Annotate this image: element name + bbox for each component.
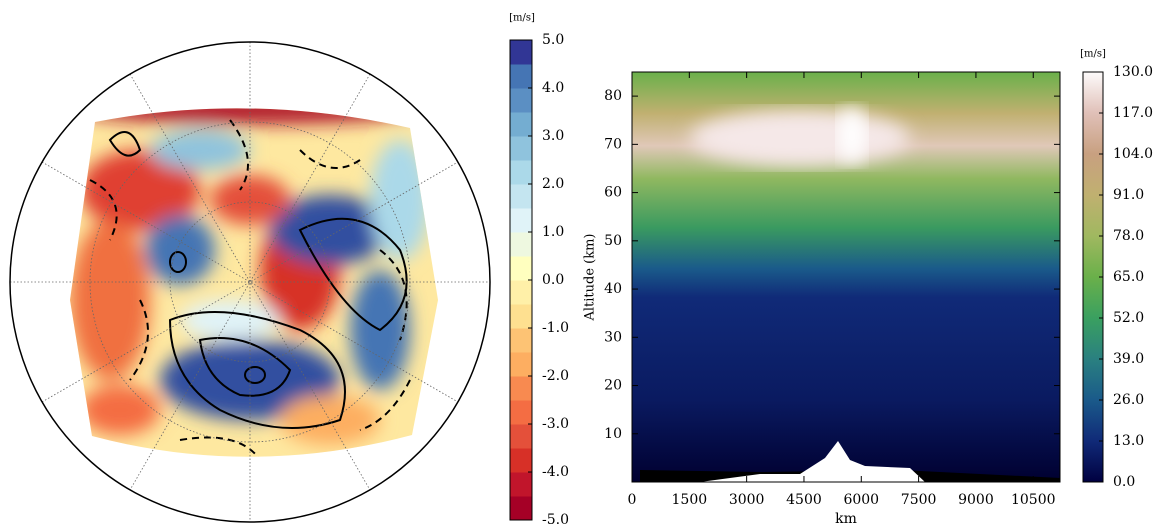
polar-grid bbox=[10, 42, 490, 522]
colorbar-segment bbox=[510, 112, 532, 137]
colorbar-segment bbox=[510, 304, 532, 329]
x-tick-label: 9000 bbox=[958, 492, 994, 508]
colorbar-unit: [m/s] bbox=[1080, 49, 1106, 60]
y-tick-label: 50 bbox=[604, 233, 622, 249]
colorbar-tick-label: -4.0 bbox=[542, 464, 569, 480]
x-tick-label: 3000 bbox=[729, 492, 765, 508]
colorbar-segment bbox=[510, 136, 532, 161]
y-tick-label: 80 bbox=[604, 88, 622, 104]
colorbar-tick-label: -2.0 bbox=[542, 368, 569, 384]
y-tick-label: 30 bbox=[604, 329, 622, 345]
colorbar-segment bbox=[510, 352, 532, 377]
colorbar-tick-label: 117.0 bbox=[1113, 105, 1153, 121]
colorbar-segment bbox=[510, 424, 532, 449]
x-axis-label: km bbox=[835, 511, 857, 527]
y-tick-label: 10 bbox=[604, 426, 622, 442]
polar-panel bbox=[9, 41, 491, 523]
colorbar-tick-label: 78.0 bbox=[1113, 228, 1144, 244]
colorbar-tick-label: -5.0 bbox=[542, 512, 569, 528]
x-tick-label: 10500 bbox=[1011, 492, 1056, 508]
colorbar-segment bbox=[510, 256, 532, 281]
colorbar-tick-label: 104.0 bbox=[1113, 146, 1153, 162]
x-tick-label: 4500 bbox=[786, 492, 822, 508]
colorbar-tick-label: 2.0 bbox=[542, 176, 564, 192]
colorbar-tick-label: 52.0 bbox=[1113, 310, 1144, 326]
colorbar-segment bbox=[510, 280, 532, 305]
y-tick-label: 40 bbox=[604, 281, 622, 297]
heatmap-field bbox=[632, 72, 1060, 482]
colorbar-segment bbox=[510, 448, 532, 473]
x-tick-label: 7500 bbox=[901, 492, 937, 508]
colorbar-tick-label: 4.0 bbox=[542, 80, 564, 96]
y-tick-label: 70 bbox=[604, 136, 622, 152]
colorbar-segment bbox=[510, 160, 532, 185]
colorbar-tick-label: 13.0 bbox=[1113, 433, 1144, 449]
colorbar-tick-label: 130.0 bbox=[1113, 64, 1153, 80]
colorbar-segment bbox=[510, 400, 532, 425]
colorbar-tick-label: 0.0 bbox=[1113, 474, 1135, 490]
colorbar-tick-label: 1.0 bbox=[542, 224, 564, 240]
colorbar-segment bbox=[510, 208, 532, 233]
x-tick-label: 0 bbox=[628, 492, 637, 508]
colorbar-segment bbox=[510, 472, 532, 497]
colorbar-tick-label: 0.0 bbox=[542, 272, 564, 288]
colorbar-tick-label: 5.0 bbox=[542, 32, 564, 48]
colorbar-segment bbox=[510, 232, 532, 257]
colorbar-segment bbox=[510, 328, 532, 353]
colorbar-segment bbox=[510, 376, 532, 401]
x-tick-label: 6000 bbox=[843, 492, 879, 508]
colorbar-tick-label: -1.0 bbox=[542, 320, 569, 336]
colorbar-unit: [m/s] bbox=[509, 13, 535, 24]
colorbar-segment bbox=[510, 40, 532, 65]
y-tick-label: 20 bbox=[604, 378, 622, 394]
colorbar-tick-label: -3.0 bbox=[542, 416, 569, 432]
colorbar-tick-label: 26.0 bbox=[1113, 392, 1144, 408]
y-axis-label: Altitude (km) bbox=[583, 233, 598, 321]
colorbar-segment bbox=[510, 64, 532, 89]
colorbar-tick-label: 65.0 bbox=[1113, 269, 1144, 285]
x-tick-label: 1500 bbox=[672, 492, 708, 508]
colorbar-tick-label: 3.0 bbox=[542, 128, 564, 144]
y-tick-label: 60 bbox=[604, 185, 622, 201]
colorbar-fill bbox=[1083, 72, 1103, 482]
colorbar-segment bbox=[510, 496, 532, 521]
colorbar-tick-label: 91.0 bbox=[1113, 187, 1144, 203]
colorbar-segment bbox=[510, 184, 532, 209]
heatmap-panel bbox=[631, 71, 1061, 483]
colorbar-segment bbox=[510, 88, 532, 113]
colorbar-tick-label: 39.0 bbox=[1113, 351, 1144, 367]
